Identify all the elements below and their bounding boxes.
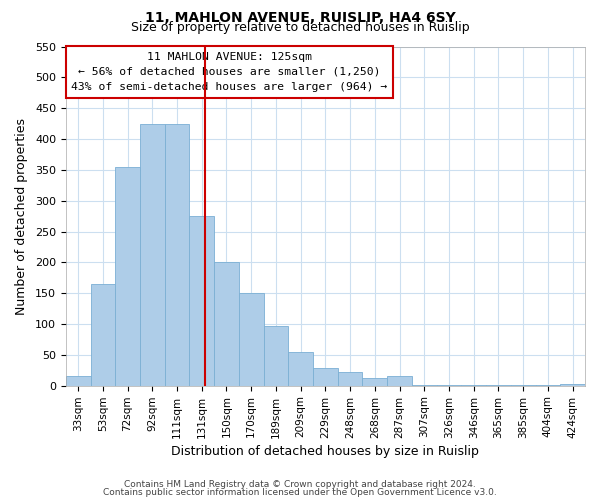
Bar — [387, 376, 412, 386]
Bar — [536, 385, 560, 386]
Y-axis label: Number of detached properties: Number of detached properties — [15, 118, 28, 314]
Bar — [239, 293, 263, 386]
Bar — [338, 372, 362, 386]
Bar — [511, 385, 536, 386]
Bar — [486, 385, 511, 386]
Bar — [164, 124, 190, 386]
Text: Contains public sector information licensed under the Open Government Licence v3: Contains public sector information licen… — [103, 488, 497, 497]
Bar — [437, 385, 461, 386]
Bar — [91, 284, 115, 386]
Text: 11 MAHLON AVENUE: 125sqm
← 56% of detached houses are smaller (1,250)
43% of sem: 11 MAHLON AVENUE: 125sqm ← 56% of detach… — [71, 52, 388, 92]
Bar — [412, 385, 437, 386]
Bar — [362, 378, 387, 386]
Bar — [115, 167, 140, 386]
Text: 11, MAHLON AVENUE, RUISLIP, HA4 6SY: 11, MAHLON AVENUE, RUISLIP, HA4 6SY — [145, 11, 455, 25]
Bar — [560, 384, 585, 386]
Bar — [461, 385, 486, 386]
Bar — [66, 376, 91, 386]
Bar — [313, 368, 338, 386]
Bar — [263, 326, 289, 386]
Bar — [289, 352, 313, 386]
Bar — [140, 124, 164, 386]
Text: Size of property relative to detached houses in Ruislip: Size of property relative to detached ho… — [131, 22, 469, 35]
X-axis label: Distribution of detached houses by size in Ruislip: Distribution of detached houses by size … — [172, 444, 479, 458]
Bar — [214, 262, 239, 386]
Bar — [190, 216, 214, 386]
Text: Contains HM Land Registry data © Crown copyright and database right 2024.: Contains HM Land Registry data © Crown c… — [124, 480, 476, 489]
